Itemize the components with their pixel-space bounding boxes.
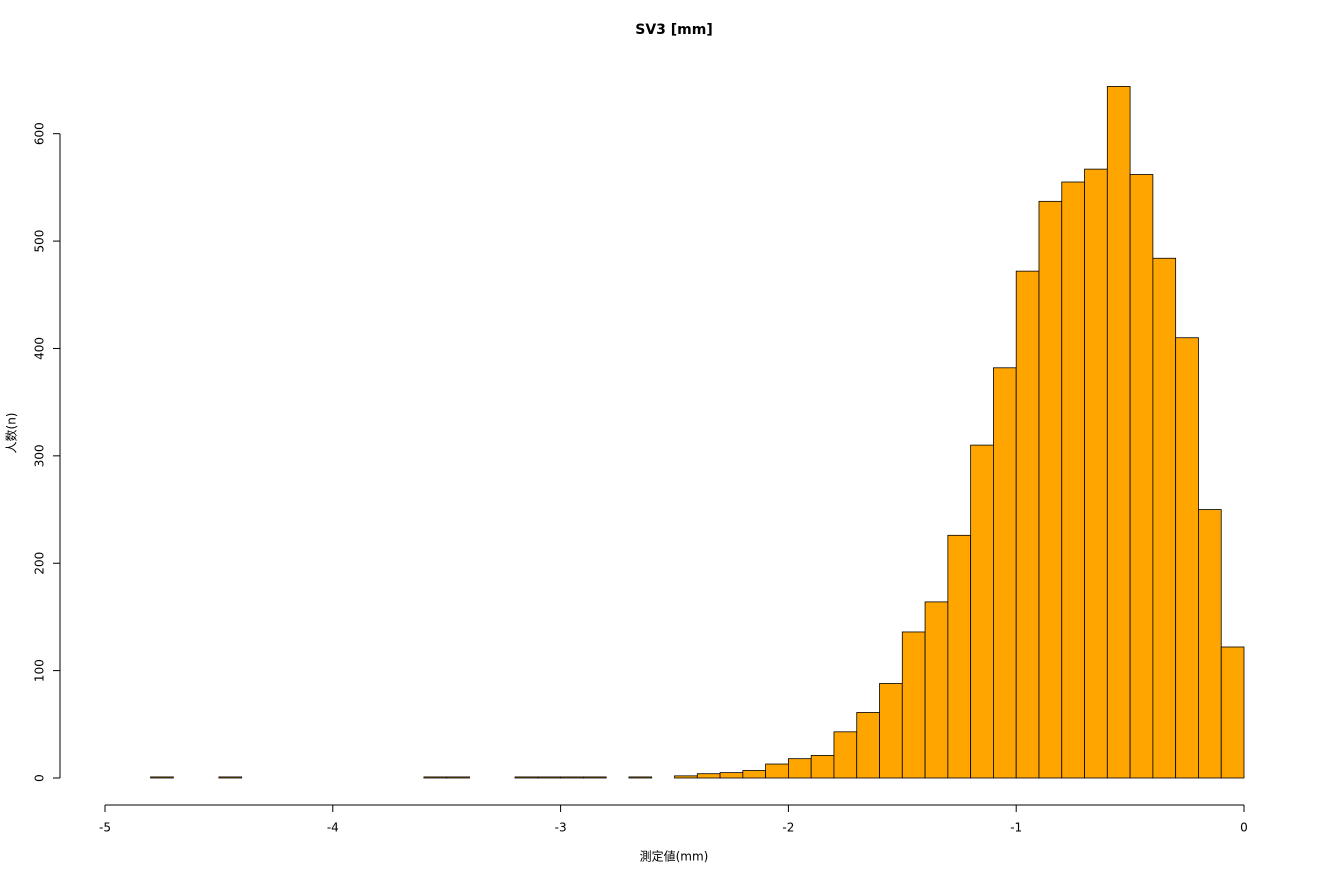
bar — [901, 631, 926, 779]
bar — [765, 763, 789, 779]
bar — [810, 755, 835, 779]
bar — [674, 775, 698, 779]
bar — [1015, 270, 1040, 779]
y-tick-label: 600 — [33, 122, 47, 145]
bar — [1061, 181, 1085, 779]
bar — [742, 770, 767, 779]
x-tick-label: -5 — [99, 821, 111, 835]
y-tick-label: 100 — [33, 659, 47, 682]
x-tick-label: -3 — [555, 821, 567, 835]
bar — [924, 601, 949, 779]
bar — [537, 776, 562, 779]
bar — [1106, 86, 1131, 779]
bar — [628, 776, 653, 779]
x-axis-label: 測定値(mm) — [640, 849, 709, 864]
bar — [1084, 168, 1108, 779]
x-tick-label: 0 — [1240, 821, 1248, 835]
bar — [970, 444, 994, 779]
x-tick-label: -2 — [782, 821, 794, 835]
bar — [1152, 257, 1177, 779]
bar — [446, 776, 470, 779]
bar — [560, 776, 584, 779]
bar — [696, 773, 721, 779]
bar — [1220, 646, 1245, 779]
y-tick-label: 500 — [33, 230, 47, 253]
x-tick-label: -4 — [327, 821, 339, 835]
y-tick-label: 0 — [33, 774, 47, 782]
bar — [1175, 337, 1199, 779]
bar — [150, 776, 174, 779]
bar — [1129, 174, 1154, 779]
bar — [423, 776, 448, 779]
y-tick-label: 200 — [33, 552, 47, 575]
bar — [947, 534, 972, 779]
bar — [833, 731, 858, 779]
x-tick-label: -1 — [1010, 821, 1022, 835]
bar — [1198, 509, 1222, 779]
bar — [879, 683, 903, 779]
bar — [788, 758, 812, 779]
y-tick-label: 300 — [33, 444, 47, 467]
y-axis-label: 人数(n) — [4, 413, 19, 454]
bar — [1038, 200, 1063, 779]
y-tick-label: 400 — [33, 337, 47, 360]
bar — [856, 712, 880, 779]
bar — [719, 772, 744, 779]
bar — [218, 776, 243, 779]
bar — [582, 776, 607, 779]
bar — [993, 367, 1017, 779]
bar — [514, 776, 539, 779]
chart-title: SV3 [mm] — [635, 22, 713, 38]
